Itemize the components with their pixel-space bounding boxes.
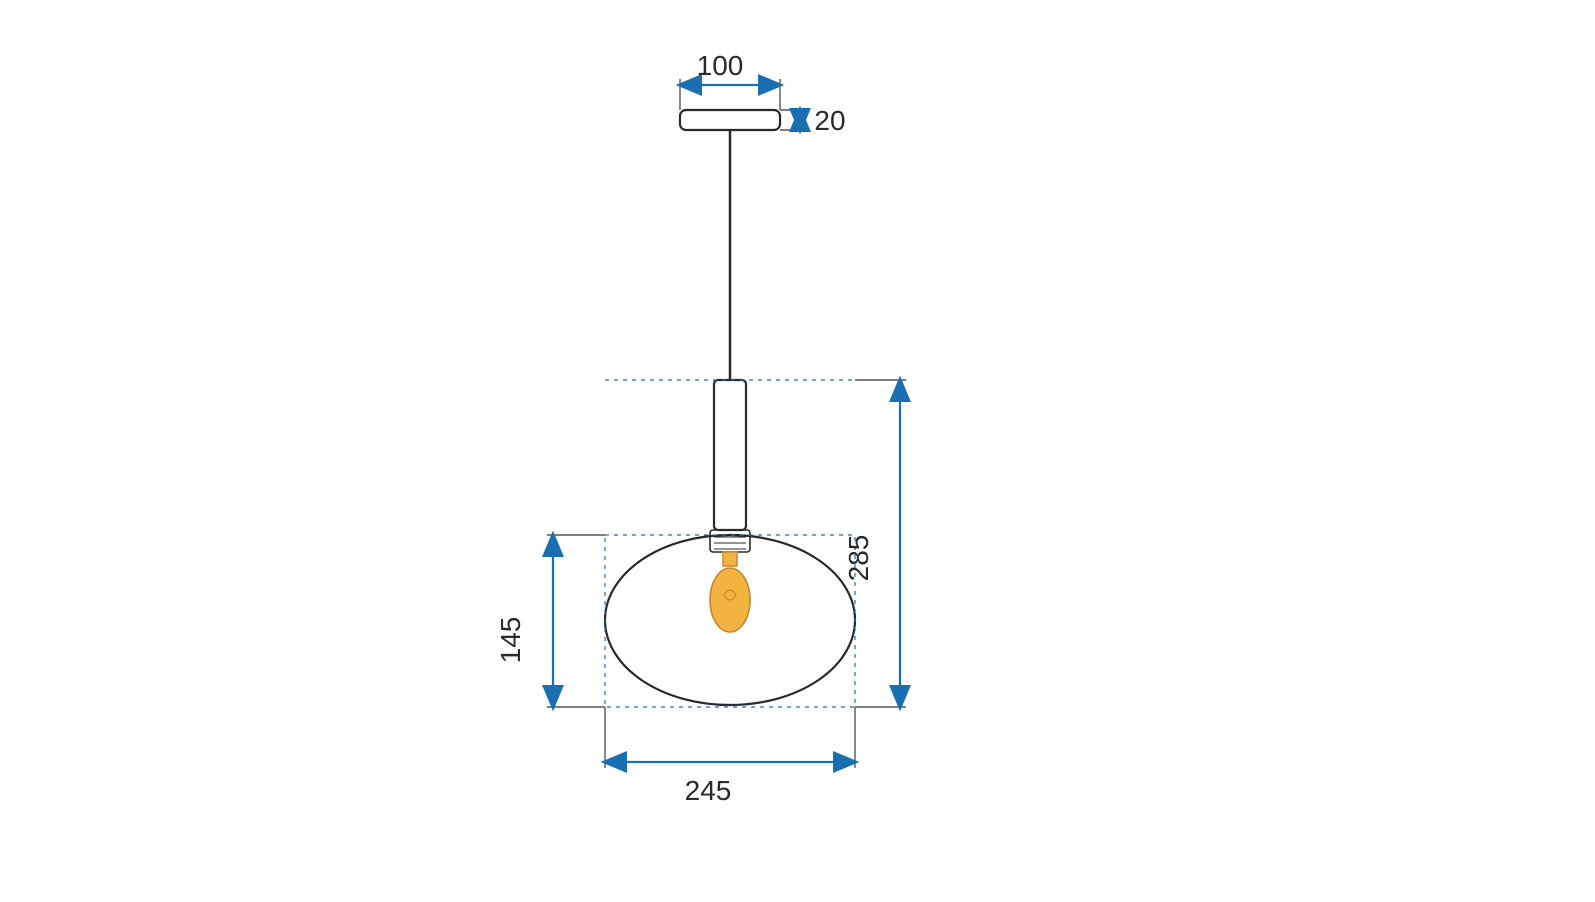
stem [714,380,746,530]
dim-label-245: 245 [685,775,732,806]
dim-label-145: 145 [495,617,526,664]
pendant-lamp-drawing: 100 20 245 145 285 [0,0,1595,902]
bulb-base [723,552,737,566]
dim-label-20: 20 [814,105,845,136]
dim-label-100: 100 [697,50,744,81]
canopy [680,110,780,130]
dim-label-285: 285 [843,535,874,582]
